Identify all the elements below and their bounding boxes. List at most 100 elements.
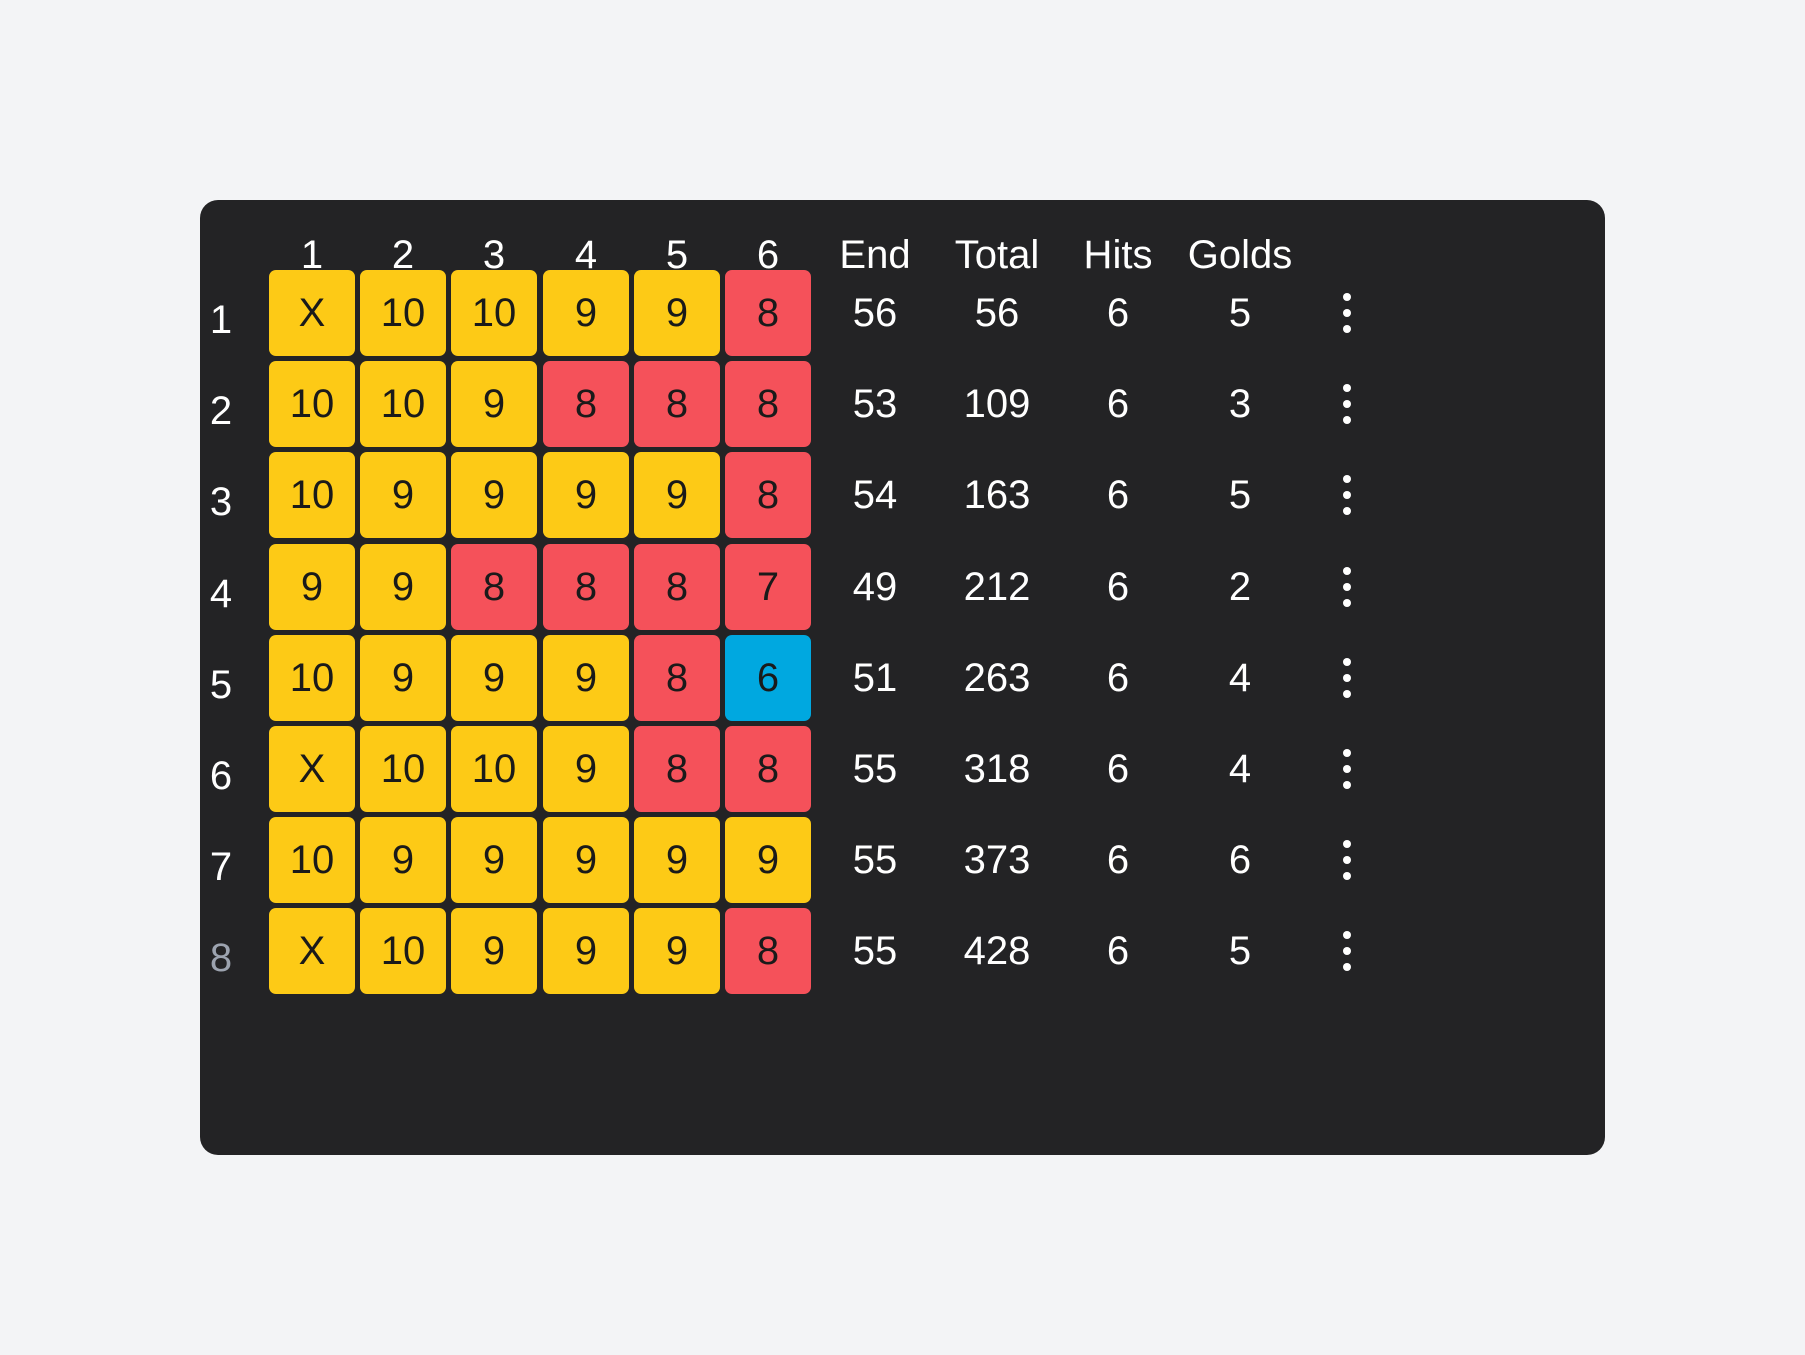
hits-value: 6 [1106,382,1130,426]
column-header-arrow-1: 1 [300,233,324,277]
more-vertical-icon[interactable] [1327,921,1367,981]
arrow-score-cell[interactable]: 9 [360,452,446,538]
end-value: 56 [852,291,898,335]
arrow-score-cell[interactable]: 8 [634,726,720,812]
more-vertical-icon[interactable] [1327,374,1367,434]
column-header-arrow-6: 6 [756,233,780,277]
more-vertical-icon[interactable] [1327,739,1367,799]
arrow-score-cell[interactable]: 8 [543,544,629,630]
column-header-total: Total [954,233,1040,277]
arrow-score-cell[interactable]: 8 [725,726,811,812]
arrow-score-cell[interactable]: X [269,726,355,812]
arrow-score-cell[interactable]: 10 [269,452,355,538]
more-vertical-icon[interactable] [1327,830,1367,890]
arrow-score-cell[interactable]: 9 [451,635,537,721]
end-number: 5 [209,663,233,707]
arrow-score-cell[interactable]: X [269,908,355,994]
arrow-score-cell[interactable]: 9 [360,544,446,630]
end-value: 55 [852,838,898,882]
total-value: 318 [963,747,1031,791]
hits-value: 6 [1106,747,1130,791]
arrow-score-cell[interactable]: 10 [360,908,446,994]
total-value: 428 [963,929,1031,973]
arrow-score-cell[interactable]: 9 [451,361,537,447]
end-number: 2 [209,389,233,433]
arrow-score-cell[interactable]: 9 [543,817,629,903]
arrow-score-cell[interactable]: 10 [451,726,537,812]
arrow-score-cell[interactable]: 8 [634,361,720,447]
end-number: 1 [209,298,233,342]
more-vertical-icon[interactable] [1327,465,1367,525]
total-value: 109 [963,382,1031,426]
arrow-score-cell[interactable]: 9 [634,908,720,994]
hits-value: 6 [1106,291,1130,335]
golds-value: 3 [1228,382,1252,426]
end-number: 6 [209,754,233,798]
arrow-score-cell[interactable]: 9 [543,270,629,356]
column-header-arrow-2: 2 [391,233,415,277]
column-header-golds: Golds [1187,233,1293,277]
arrow-score-cell[interactable]: 8 [451,544,537,630]
arrow-score-cell[interactable]: 9 [360,817,446,903]
arrow-score-cell[interactable]: 8 [725,452,811,538]
arrow-score-cell[interactable]: 10 [360,361,446,447]
arrow-score-cell[interactable]: 9 [451,817,537,903]
total-value: 212 [963,565,1031,609]
total-value: 263 [963,656,1031,700]
arrow-score-cell[interactable]: 9 [543,908,629,994]
arrow-score-cell[interactable]: 9 [451,452,537,538]
arrow-score-cell[interactable]: 9 [543,452,629,538]
total-value: 163 [963,473,1031,517]
end-value: 53 [852,382,898,426]
golds-value: 5 [1228,473,1252,517]
end-number: 4 [209,572,233,616]
end-number: 3 [209,480,233,524]
arrow-score-cell[interactable]: 9 [269,544,355,630]
total-value: 373 [963,838,1031,882]
arrow-score-cell[interactable]: 8 [725,361,811,447]
arrow-score-cell[interactable]: 10 [451,270,537,356]
golds-value: 2 [1228,565,1252,609]
end-number: 7 [209,845,233,889]
golds-value: 5 [1228,929,1252,973]
arrow-score-cell[interactable]: 9 [451,908,537,994]
arrow-score-cell[interactable]: X [269,270,355,356]
column-header-arrow-4: 4 [574,233,598,277]
end-value: 49 [852,565,898,609]
column-header-end: End [839,233,911,277]
arrow-score-cell[interactable]: 10 [360,726,446,812]
arrow-score-cell[interactable]: 10 [269,361,355,447]
hits-value: 6 [1106,929,1130,973]
arrow-score-cell[interactable]: 8 [543,361,629,447]
golds-value: 5 [1228,291,1252,335]
arrow-score-cell[interactable]: 8 [725,270,811,356]
arrow-score-cell[interactable]: 6 [725,635,811,721]
arrow-score-cell[interactable]: 9 [360,635,446,721]
more-vertical-icon[interactable] [1327,648,1367,708]
golds-value: 6 [1228,838,1252,882]
end-value: 55 [852,929,898,973]
more-vertical-icon[interactable] [1327,557,1367,617]
arrow-score-cell[interactable]: 8 [634,635,720,721]
arrow-score-cell[interactable]: 9 [634,452,720,538]
golds-value: 4 [1228,747,1252,791]
arrow-score-cell[interactable]: 10 [269,817,355,903]
hits-value: 6 [1106,838,1130,882]
end-value: 54 [852,473,898,517]
arrow-score-cell[interactable]: 8 [725,908,811,994]
arrow-score-cell[interactable]: 9 [634,270,720,356]
golds-value: 4 [1228,656,1252,700]
arrow-score-cell[interactable]: 9 [634,817,720,903]
end-value: 51 [852,656,898,700]
arrow-score-cell[interactable]: 9 [725,817,811,903]
arrow-score-cell[interactable]: 9 [543,635,629,721]
arrow-score-cell[interactable]: 7 [725,544,811,630]
arrow-score-cell[interactable]: 10 [269,635,355,721]
more-vertical-icon[interactable] [1327,283,1367,343]
column-header-arrow-5: 5 [665,233,689,277]
arrow-score-cell[interactable]: 10 [360,270,446,356]
arrow-score-cell[interactable]: 9 [543,726,629,812]
hits-value: 6 [1106,565,1130,609]
arrow-score-cell[interactable]: 8 [634,544,720,630]
column-header-hits: Hits [1083,233,1153,277]
